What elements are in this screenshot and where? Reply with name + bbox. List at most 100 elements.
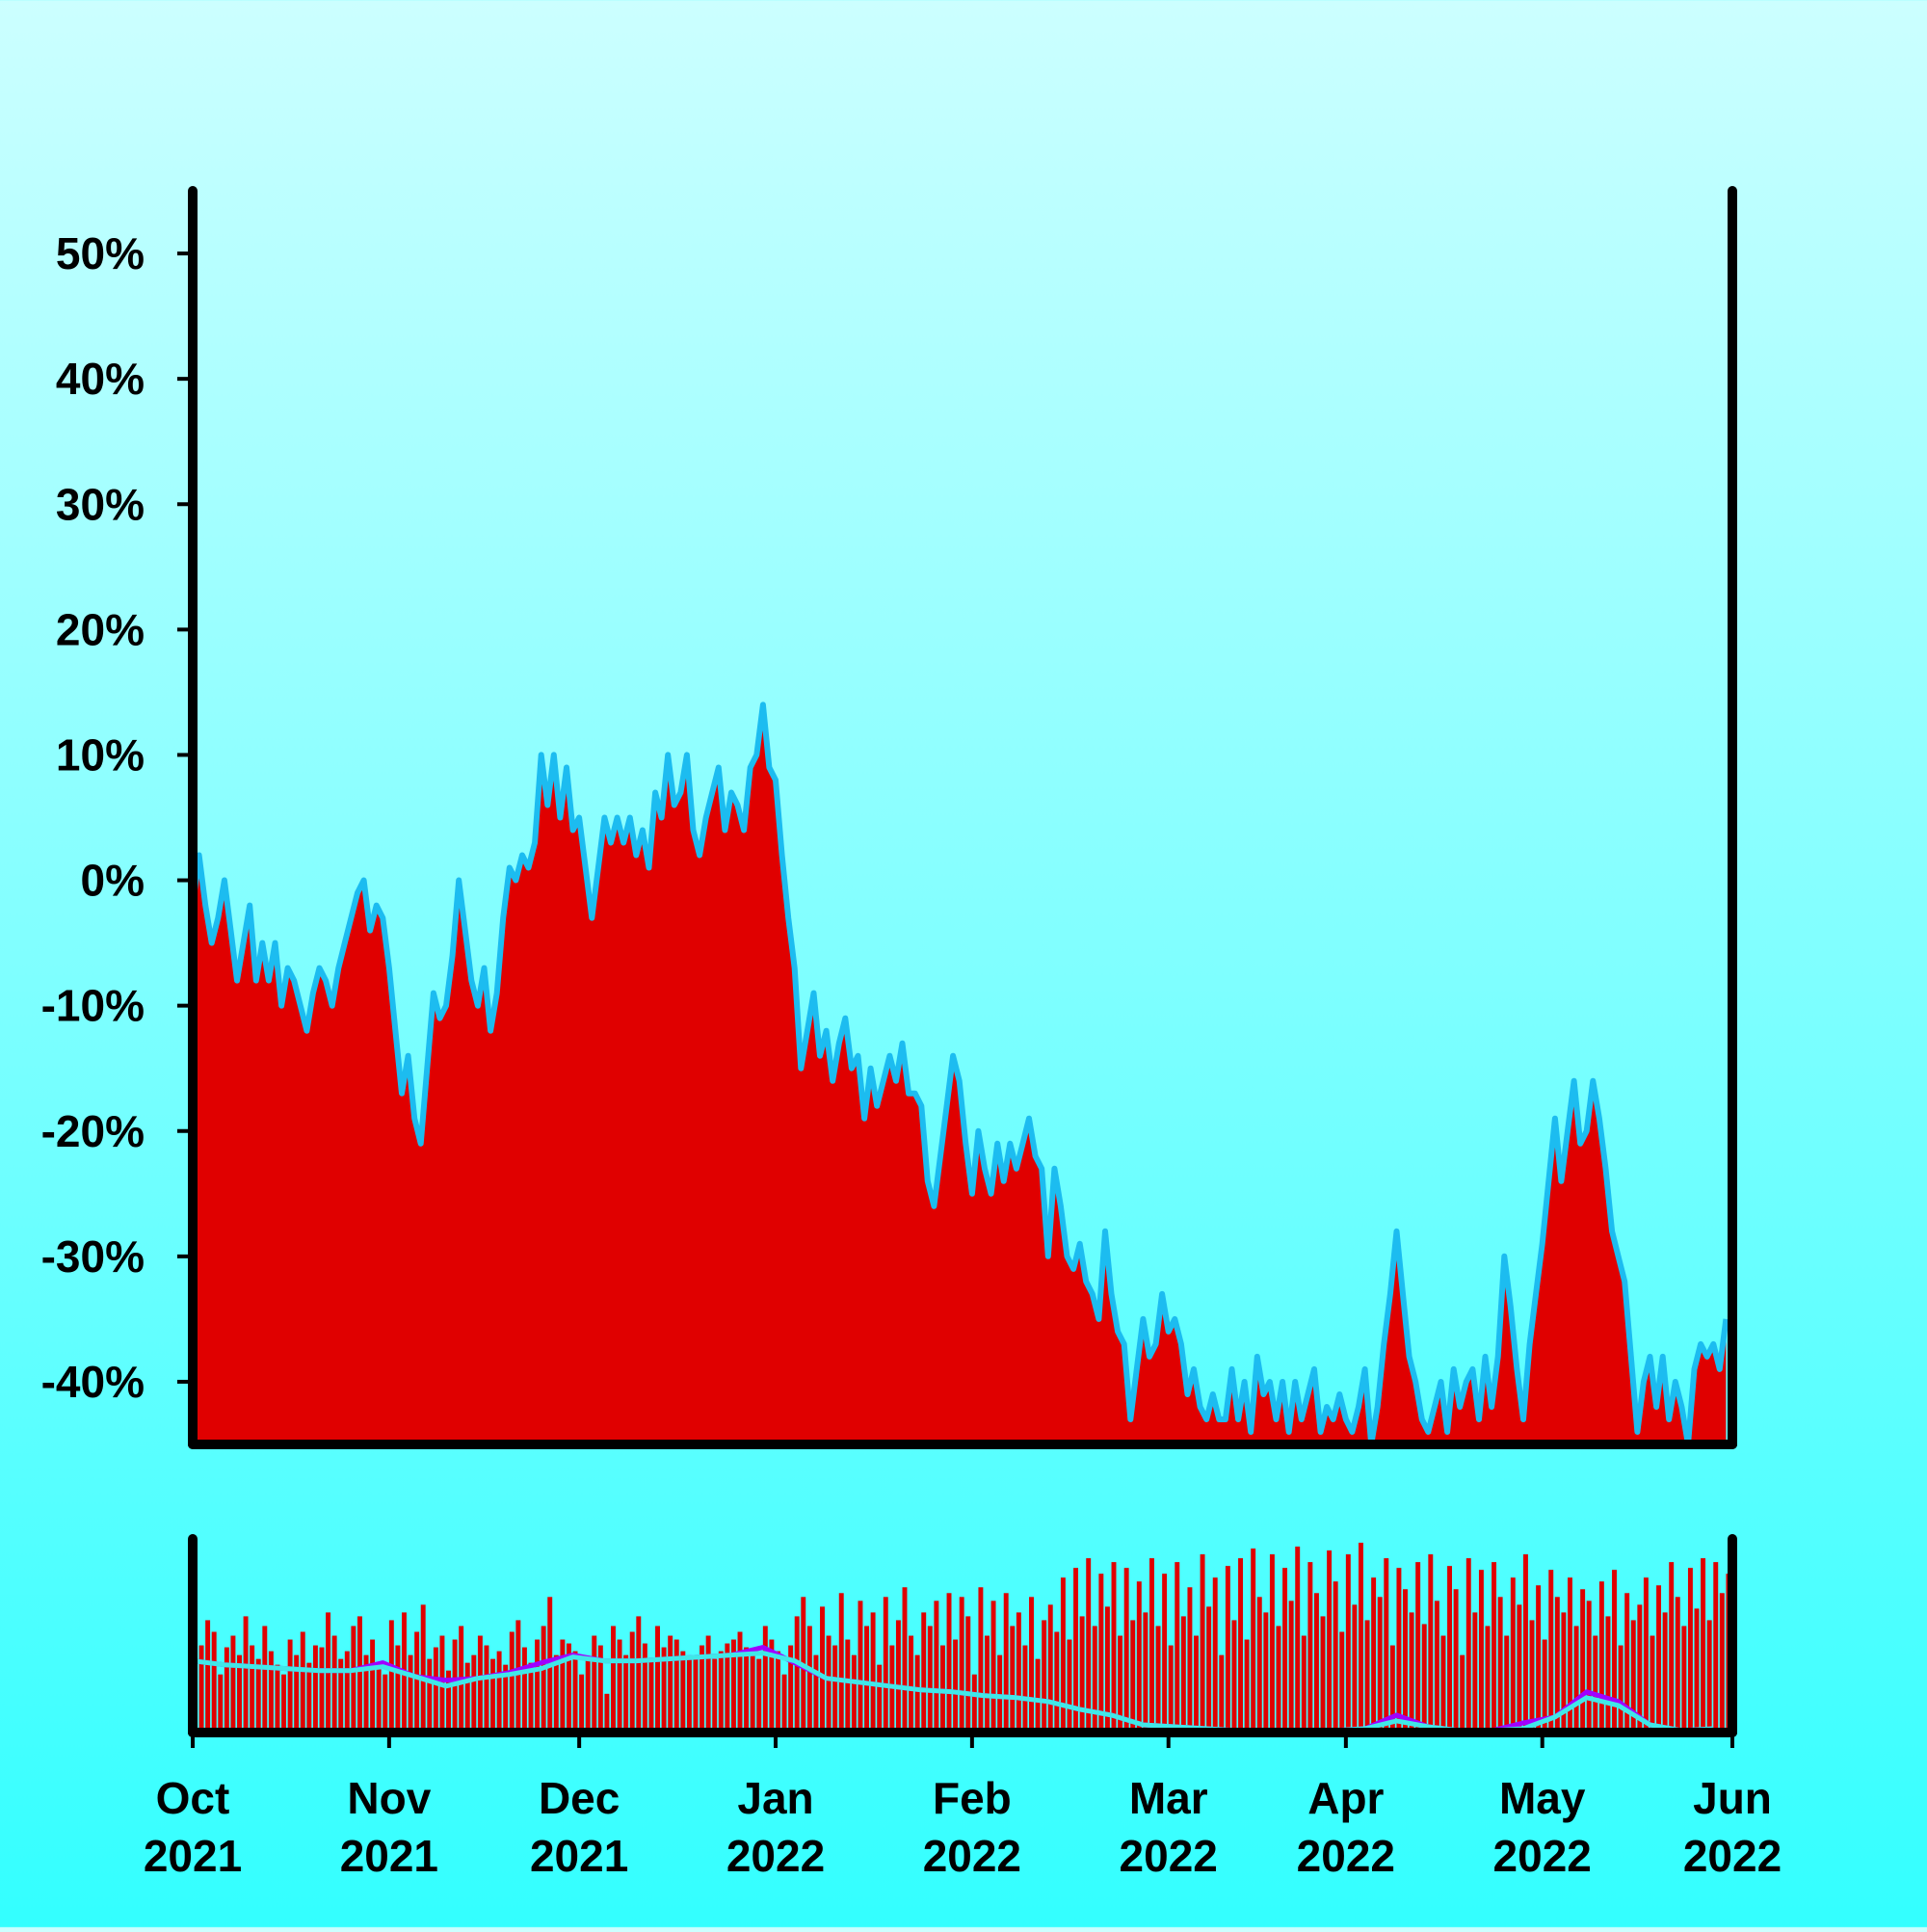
volume-bar [408, 1654, 413, 1733]
volume-bar [1364, 1620, 1370, 1733]
volume-bar [712, 1658, 718, 1733]
volume-bar [668, 1635, 673, 1733]
volume-bar [1701, 1558, 1706, 1733]
volume-bar [560, 1639, 566, 1733]
volume-bar [725, 1643, 730, 1733]
volume-bar [1618, 1645, 1623, 1733]
volume-bar [1339, 1631, 1345, 1733]
volume-bar [889, 1645, 895, 1733]
volume-bar [1035, 1658, 1041, 1733]
volume-bar [1276, 1626, 1281, 1733]
y-tick-label: 50% [56, 228, 145, 278]
volume-bar [211, 1631, 217, 1733]
volume-bar [1042, 1620, 1047, 1733]
volume-bar [1219, 1654, 1225, 1733]
volume-bar [1143, 1612, 1148, 1733]
volume-bar [1384, 1558, 1389, 1733]
volume-bar [623, 1654, 629, 1733]
volume-bar [1256, 1597, 1262, 1733]
volume-bar [383, 1674, 388, 1733]
volume-bar [515, 1620, 521, 1733]
volume-bar [1656, 1585, 1662, 1733]
volume-bar [1047, 1604, 1053, 1733]
volume-bar [1175, 1562, 1180, 1733]
volume-bar [718, 1651, 724, 1733]
volume-bar [1706, 1620, 1712, 1733]
volume-bar [1593, 1635, 1598, 1733]
volume-bar [395, 1645, 401, 1733]
volume-bar [1465, 1558, 1471, 1733]
volume-bar [224, 1647, 229, 1733]
volume-bar [1288, 1601, 1294, 1733]
volume-bar [661, 1647, 667, 1733]
volume-bar [914, 1654, 920, 1733]
volume-bar [883, 1597, 888, 1733]
volume-bar [521, 1647, 527, 1733]
volume-bar [788, 1645, 794, 1733]
volume-bar [1073, 1568, 1079, 1733]
volume-bar [1092, 1626, 1097, 1733]
volume-bar [218, 1674, 224, 1733]
volume-bar [1669, 1562, 1675, 1733]
x-tick-label: Mar 2022 [1120, 1773, 1218, 1881]
volume-bar [1123, 1568, 1129, 1733]
volume-bar [985, 1635, 990, 1733]
volume-bar [1389, 1645, 1395, 1733]
volume-bar [1327, 1550, 1333, 1733]
volume-bar [1333, 1581, 1338, 1733]
volume-bar [1681, 1626, 1687, 1733]
y-tick-label: 30% [56, 479, 145, 529]
volume-bar [1136, 1581, 1142, 1733]
volume-bar [388, 1620, 394, 1733]
volume-bar [1282, 1568, 1288, 1733]
volume-bar [959, 1597, 964, 1733]
volume-bar [509, 1631, 515, 1733]
volume-bar [243, 1616, 249, 1733]
volume-bar [1510, 1577, 1516, 1733]
volume-bar [806, 1626, 812, 1733]
volume-bar [1713, 1562, 1719, 1733]
volume-bar [813, 1654, 819, 1733]
volume-bar [1568, 1577, 1572, 1733]
x-tick-label: Jun 2022 [1683, 1773, 1782, 1881]
volume-bar [990, 1601, 996, 1733]
volume-bar [636, 1616, 642, 1733]
volume-bar [1497, 1597, 1503, 1733]
volume-bar [642, 1643, 647, 1733]
volume-bar [464, 1662, 470, 1733]
volume-bar [680, 1651, 686, 1733]
volume-bar [319, 1647, 325, 1733]
volume-bar [1010, 1626, 1016, 1733]
x-tick-label: May 2022 [1493, 1773, 1592, 1881]
volume-bar [1086, 1558, 1092, 1733]
volume-bar [268, 1651, 274, 1733]
volume-bar [820, 1606, 825, 1733]
price-area [193, 704, 1727, 1444]
volume-bar [1460, 1654, 1465, 1733]
volume-bar [1003, 1593, 1009, 1733]
x-tick-label: Oct 2021 [144, 1773, 242, 1881]
volume-bar [832, 1645, 838, 1733]
volume-bar [331, 1635, 337, 1733]
volume-bar [433, 1647, 438, 1733]
volume-bar [579, 1674, 585, 1733]
volume-bar [858, 1601, 863, 1733]
volume-bar [1104, 1606, 1110, 1733]
volume-bar [1675, 1597, 1680, 1733]
volume-bar [1251, 1548, 1256, 1733]
volume-bar [1200, 1554, 1205, 1733]
volume-bar [927, 1626, 933, 1733]
volume-bar [864, 1626, 870, 1733]
volume-bar [902, 1587, 908, 1733]
volume-bar [1244, 1639, 1250, 1733]
volume-bar [1029, 1597, 1034, 1733]
volume-bar [198, 1645, 204, 1733]
volume-bar [262, 1626, 268, 1733]
volume-bar [762, 1626, 768, 1733]
volume-bar [1440, 1635, 1446, 1733]
volume-bar [370, 1639, 376, 1733]
volume-bar [1377, 1597, 1383, 1733]
volume-bar [1225, 1566, 1230, 1733]
volume-bar [909, 1635, 914, 1733]
